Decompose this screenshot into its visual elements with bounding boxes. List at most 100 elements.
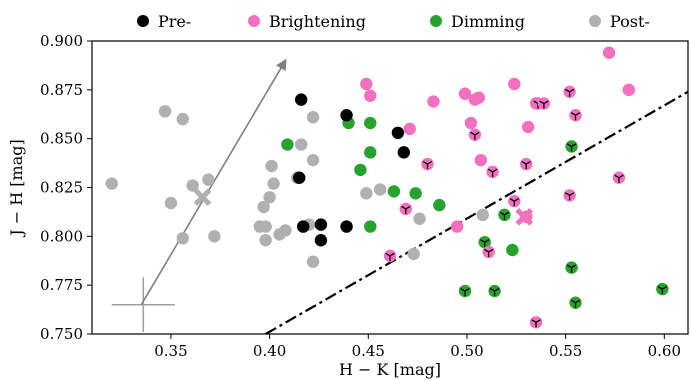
marked-point-brightening-10-spoke-1: [539, 100, 545, 105]
point-dimming-5: [364, 220, 377, 233]
point-pre-5: [340, 109, 353, 122]
dividing-line: [265, 90, 688, 334]
marked-point-brightening-7-spoke-2: [525, 160, 531, 165]
legend-swatch-2: [430, 15, 442, 27]
legend: Pre- Brightening Dimming Post-: [137, 12, 650, 31]
marked-point-dimming-2-spoke-2: [494, 287, 500, 292]
legend-label-3: Post-: [610, 12, 650, 31]
marked-point-dimming-1: [478, 235, 491, 249]
marked-point-dimming-0: [458, 284, 472, 298]
point-post-20: [306, 153, 320, 167]
legend-swatch-3: [589, 15, 601, 27]
x-tick-label-1: 0.40: [253, 342, 286, 360]
point-dimming-0: [281, 138, 294, 151]
cross-marker-brightening: [515, 208, 533, 226]
marked-point-brightening-6-spoke-2: [514, 198, 519, 202]
marked-point-dimming-1-spoke-1: [480, 239, 486, 243]
legend-label-2: Dimming: [451, 12, 525, 31]
marked-point-dimming-3-spoke-1: [499, 211, 505, 216]
marked-point-brightening-0-spoke-1: [385, 252, 391, 257]
y-tick-label-1: 0.775: [40, 276, 83, 294]
marked-point-brightening-12-spoke-1: [564, 192, 570, 196]
point-post-26: [407, 247, 420, 261]
point-pre-1: [293, 171, 306, 184]
point-pre-6: [340, 220, 353, 233]
cross-marker-post: [193, 188, 212, 207]
marked-point-dimming-5-spoke-2: [571, 264, 577, 269]
marked-point-brightening-10: [537, 97, 551, 110]
legend-label-0: Pre-: [158, 12, 191, 31]
point-dimming-7: [409, 187, 422, 200]
point-brightening-7: [464, 116, 478, 130]
marked-point-dimming-6-spoke-1: [570, 299, 576, 304]
marked-point-brightening-2: [421, 157, 434, 171]
point-post-27: [476, 208, 489, 222]
point-dimming-4: [354, 163, 367, 177]
point-post-22: [306, 255, 320, 268]
point-brightening-6: [472, 91, 486, 104]
axes: 0.35 0.40 0.45 0.50 0.55 0.60 0.750 0.775 0.800 0…: [7, 32, 689, 379]
marked-point-brightening-1: [399, 202, 412, 216]
y-axis-title: J − H [mag]: [7, 139, 26, 237]
point-post-16: [265, 159, 278, 173]
marked-point-dimming-7: [656, 282, 669, 296]
marked-point-dimming-6: [569, 296, 582, 309]
point-pre-4: [314, 234, 328, 247]
point-brightening-1: [364, 89, 377, 102]
point-post-25: [413, 212, 426, 225]
marked-point-brightening-12-spoke-2: [569, 192, 575, 196]
point-dimming-3: [364, 146, 377, 159]
marked-point-brightening-1-spoke-1: [401, 205, 407, 210]
point-brightening-13: [622, 83, 635, 97]
marked-point-brightening-13-spoke-1: [570, 112, 576, 116]
marked-point-brightening-0-spoke-2: [389, 252, 395, 257]
point-post-1: [158, 105, 172, 118]
point-pre-8: [397, 146, 411, 159]
marked-point-brightening-4-spoke-1: [484, 248, 490, 253]
marked-point-brightening-11: [563, 85, 576, 98]
point-dimming-2: [364, 116, 377, 130]
cross-marker-post-stroke-b: [193, 188, 212, 207]
point-brightening-12: [602, 46, 616, 59]
point-dimming-9: [506, 243, 519, 257]
marked-point-brightening-3-spoke-2: [474, 131, 480, 136]
marked-point-dimming-5: [565, 261, 578, 274]
x-axis-title: H − K [mag]: [339, 360, 441, 379]
point-post-2: [176, 112, 189, 126]
marked-point-brightening-0: [383, 249, 397, 263]
point-brightening-9: [508, 77, 521, 91]
point-brightening-3: [427, 95, 440, 108]
point-post-14: [263, 191, 276, 204]
legend-entry-1: Brightening: [248, 12, 366, 31]
marked-point-brightening-6-spoke-1: [509, 198, 515, 202]
point-post-24: [373, 183, 387, 196]
point-post-10: [259, 234, 272, 247]
marked-point-brightening-4: [482, 245, 495, 259]
marked-point-dimming-4-spoke-2: [571, 143, 577, 148]
point-pre-7: [391, 126, 405, 140]
point-post-12: [279, 224, 292, 237]
marked-point-brightening-13: [569, 109, 582, 122]
marked-point-brightening-12: [563, 189, 576, 202]
point-brightening-8: [474, 153, 487, 167]
point-post-7: [208, 230, 221, 243]
y-tick-label-3: 0.825: [40, 179, 83, 197]
marked-point-brightening-7: [519, 157, 533, 171]
point-dimming-6: [387, 185, 401, 198]
point-pre-3: [314, 218, 328, 231]
y-tick-label-2: 0.800: [40, 227, 83, 245]
legend-entry-0: Pre-: [137, 12, 191, 31]
marked-point-dimming-0-spoke-1: [460, 287, 466, 292]
point-post-19: [306, 110, 320, 124]
point-post-18: [294, 138, 308, 151]
x-tick-label-5: 0.60: [648, 342, 681, 360]
legend-label-1: Brightening: [269, 12, 366, 31]
y-tick-label-0: 0.750: [40, 325, 83, 343]
plot-area: [105, 46, 688, 334]
marked-point-brightening-5: [486, 165, 499, 179]
point-post-15: [267, 177, 280, 190]
point-brightening-10: [521, 120, 535, 134]
point-pre-2: [296, 220, 310, 233]
marked-point-brightening-2-spoke-2: [427, 160, 433, 165]
